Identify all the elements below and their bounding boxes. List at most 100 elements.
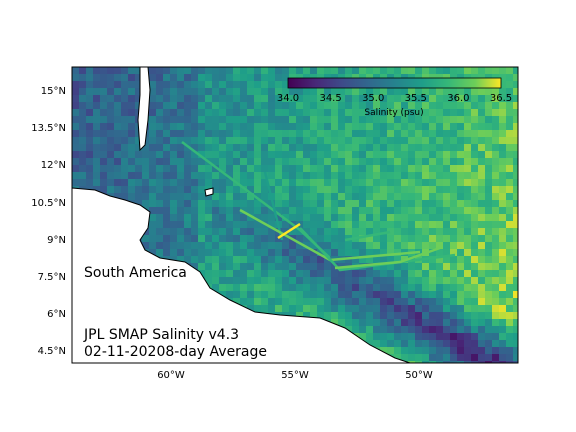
salinity-cell — [233, 242, 240, 249]
salinity-cell — [471, 95, 478, 102]
salinity-cell — [457, 305, 464, 312]
salinity-cell — [289, 193, 296, 200]
salinity-cell — [289, 256, 296, 263]
salinity-cell — [352, 256, 359, 263]
salinity-cell — [478, 347, 485, 354]
salinity-cell — [506, 81, 513, 88]
salinity-cell — [485, 361, 492, 363]
ship-track — [299, 227, 456, 272]
salinity-cell — [191, 263, 198, 270]
salinity-cell — [331, 95, 338, 102]
salinity-cell — [506, 123, 513, 130]
salinity-cell — [436, 298, 443, 305]
salinity-cell — [247, 144, 254, 151]
salinity-cell — [471, 109, 478, 116]
salinity-cell — [184, 109, 191, 116]
salinity-cell — [114, 158, 121, 165]
salinity-cell — [289, 284, 296, 291]
salinity-cell — [415, 235, 422, 242]
salinity-cell — [219, 249, 226, 256]
salinity-cell — [450, 291, 457, 298]
salinity-cell — [233, 102, 240, 109]
salinity-cell — [310, 130, 317, 137]
salinity-cell — [352, 270, 359, 277]
salinity-cell — [485, 193, 492, 200]
salinity-cell — [359, 116, 366, 123]
salinity-cell — [261, 249, 268, 256]
salinity-cell — [317, 109, 324, 116]
salinity-cell — [450, 284, 457, 291]
salinity-cell — [359, 221, 366, 228]
salinity-cell — [464, 186, 471, 193]
salinity-cell — [261, 165, 268, 172]
salinity-cell — [86, 81, 93, 88]
salinity-cell — [513, 256, 518, 263]
salinity-cell — [415, 67, 422, 74]
colorbar-gradient — [287, 77, 502, 89]
salinity-cell — [289, 172, 296, 179]
salinity-cell — [268, 263, 275, 270]
salinity-cell — [478, 333, 485, 340]
salinity-cell — [303, 277, 310, 284]
salinity-cell — [212, 109, 219, 116]
salinity-cell — [331, 249, 338, 256]
salinity-cell — [184, 116, 191, 123]
salinity-cell — [513, 242, 518, 249]
salinity-cell — [394, 333, 401, 340]
salinity-cell — [373, 137, 380, 144]
salinity-cell — [86, 151, 93, 158]
salinity-cell — [499, 151, 506, 158]
salinity-cell — [170, 235, 177, 242]
salinity-cell — [114, 193, 121, 200]
salinity-cell — [72, 67, 79, 74]
salinity-cell — [450, 263, 457, 270]
salinity-cell — [198, 109, 205, 116]
salinity-cell — [114, 123, 121, 130]
salinity-cell — [408, 186, 415, 193]
salinity-cell — [247, 172, 254, 179]
salinity-cell — [429, 123, 436, 130]
salinity-cell — [387, 165, 394, 172]
salinity-cell — [170, 95, 177, 102]
salinity-cell — [429, 361, 436, 363]
salinity-cell — [380, 137, 387, 144]
salinity-cell — [443, 291, 450, 298]
salinity-cell — [436, 109, 443, 116]
salinity-cell — [331, 165, 338, 172]
salinity-cell — [457, 102, 464, 109]
salinity-cell — [387, 256, 394, 263]
salinity-cell — [268, 165, 275, 172]
salinity-cell — [345, 277, 352, 284]
salinity-cell — [401, 165, 408, 172]
salinity-cell — [163, 116, 170, 123]
salinity-cell — [177, 137, 184, 144]
salinity-cell — [352, 291, 359, 298]
salinity-cell — [464, 74, 471, 81]
colorbar-label: Salinity (psu) — [364, 108, 423, 118]
salinity-cell — [450, 200, 457, 207]
salinity-cell — [359, 165, 366, 172]
salinity-cell — [429, 186, 436, 193]
salinity-cell — [324, 172, 331, 179]
salinity-cell — [226, 116, 233, 123]
salinity-cell — [492, 67, 499, 74]
salinity-cell — [303, 116, 310, 123]
salinity-cell — [289, 109, 296, 116]
salinity-cell — [408, 263, 415, 270]
salinity-cell — [289, 298, 296, 305]
salinity-cell — [100, 144, 107, 151]
salinity-cell — [212, 158, 219, 165]
salinity-cell — [296, 207, 303, 214]
salinity-cell — [142, 193, 149, 200]
salinity-cell — [121, 165, 128, 172]
salinity-cell — [226, 193, 233, 200]
salinity-cell — [324, 284, 331, 291]
salinity-cell — [471, 291, 478, 298]
salinity-cell — [191, 67, 198, 74]
salinity-cell — [401, 270, 408, 277]
salinity-cell — [394, 242, 401, 249]
salinity-cell — [457, 235, 464, 242]
salinity-cell — [506, 144, 513, 151]
salinity-cell — [499, 326, 506, 333]
salinity-cell — [324, 263, 331, 270]
